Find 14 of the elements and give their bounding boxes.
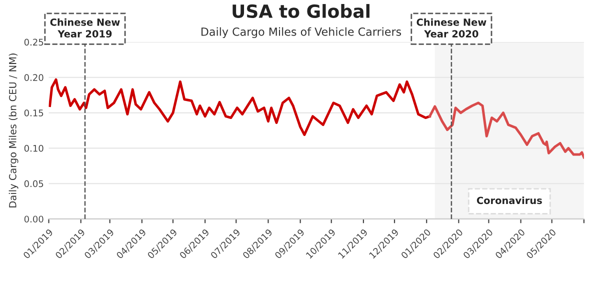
chart-subtitle: Daily Cargo Miles of Vehicle Carriers: [201, 27, 402, 38]
ref-line-label: Chinese New Year 2019: [50, 18, 120, 38]
chart-title: USA to Global: [232, 4, 370, 18]
ref-line-label: Chinese New Year 2020: [416, 18, 486, 38]
y-tick-label: 0.10: [24, 144, 44, 152]
line-series: [428, 102, 584, 159]
band-label: Coronavirus: [476, 196, 542, 204]
y-axis-title: Daily Cargo Miles (bn CEU / NM): [8, 54, 18, 208]
y-tick-label: 0.20: [24, 74, 44, 81]
y-tick-label: 0.05: [24, 180, 44, 188]
y-tick-label: 0.00: [24, 216, 44, 223]
y-tick-label: 0.15: [24, 110, 44, 116]
line-series: [48, 78, 431, 136]
y-tick-label: 0.25: [24, 38, 44, 46]
